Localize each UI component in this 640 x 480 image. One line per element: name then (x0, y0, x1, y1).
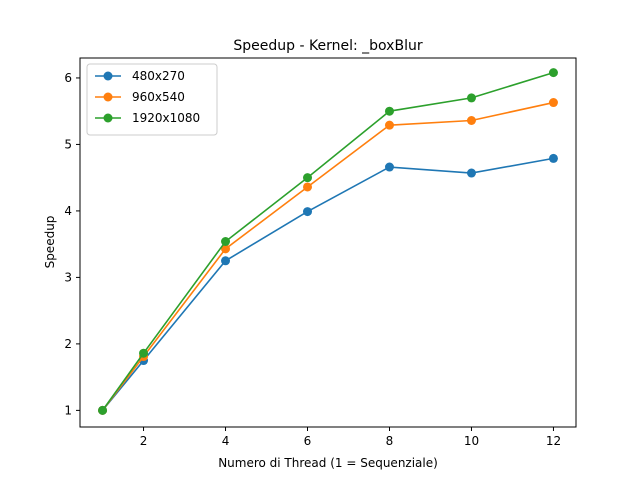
x-axis-label: Numero di Thread (1 = Sequenziale) (218, 456, 438, 470)
y-axis-label: Speedup (43, 216, 57, 269)
data-point-1920x1080 (139, 348, 149, 358)
x-axis: 2 4 6 8 10 12 (140, 427, 561, 448)
y-tick-label: 5 (64, 137, 72, 151)
x-tick-label: 12 (546, 434, 561, 448)
data-point-480x270 (303, 207, 313, 217)
legend-label: 960x540 (132, 90, 185, 104)
x-tick-label: 8 (386, 434, 394, 448)
data-point-960x540 (384, 120, 394, 130)
data-point-480x270 (221, 256, 231, 266)
legend-label: 1920x1080 (132, 111, 200, 125)
y-axis: 1 2 3 4 5 6 (64, 71, 80, 417)
data-point-1920x1080 (221, 237, 231, 247)
x-tick-label: 4 (222, 434, 230, 448)
y-tick-label: 6 (64, 71, 72, 85)
y-tick-label: 1 (64, 403, 72, 417)
data-point-960x540 (221, 244, 231, 254)
data-point-1920x1080 (466, 93, 476, 103)
x-tick-label: 10 (464, 434, 479, 448)
chart-title: Speedup - Kernel: _boxBlur (233, 38, 422, 54)
y-tick-label: 3 (64, 270, 72, 284)
legend-label: 480x270 (132, 69, 185, 83)
data-point-960x540 (466, 115, 476, 125)
data-point-1920x1080 (384, 106, 394, 116)
y-tick-label: 4 (64, 204, 72, 218)
data-point-480x270 (548, 153, 558, 163)
data-point-1920x1080 (548, 68, 558, 78)
legend: 480x270 960x540 1920x1080 (86, 63, 218, 136)
data-point-960x540 (548, 98, 558, 108)
x-tick-label: 2 (140, 434, 148, 448)
data-point-1920x1080 (98, 405, 108, 415)
data-point-1920x1080 (303, 173, 313, 183)
plot-area (98, 68, 558, 415)
data-point-960x540 (303, 182, 313, 192)
legend-marker (103, 113, 113, 123)
legend-marker (103, 92, 113, 102)
axes-frame (79, 57, 577, 428)
data-point-480x270 (384, 162, 394, 172)
y-tick-label: 2 (64, 337, 72, 351)
legend-marker (103, 71, 113, 81)
data-point-480x270 (466, 168, 476, 178)
x-tick-label: 6 (304, 434, 312, 448)
